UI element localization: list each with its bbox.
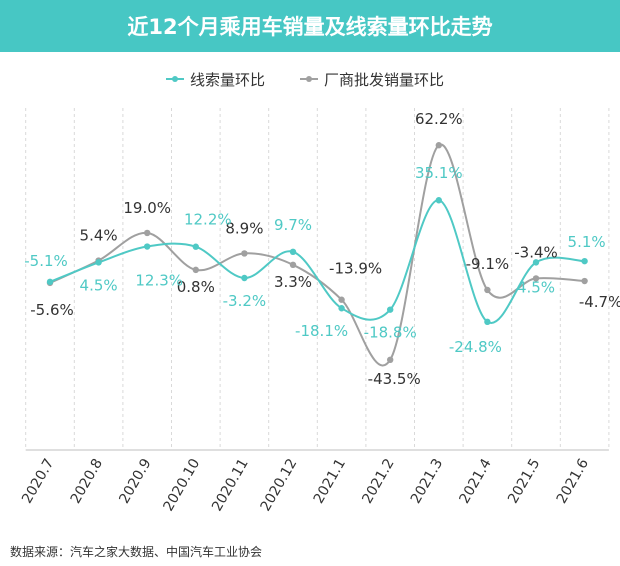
x-tick-label: 2020.10 xyxy=(160,456,203,514)
chart-title: 近12个月乘用车销量及线索量环比走势 xyxy=(0,0,620,52)
grid-lines xyxy=(25,108,610,450)
data-point-leads xyxy=(289,248,297,256)
data-point-leads xyxy=(387,306,394,313)
legend-marker xyxy=(172,76,178,82)
data-label-leads: -18.8% xyxy=(364,324,417,342)
legend-label: 线索量环比 xyxy=(190,71,265,89)
data-point-wholesale xyxy=(241,250,248,257)
data-point-leads xyxy=(95,259,102,266)
data-point-leads xyxy=(144,243,151,250)
data-point-wholesale xyxy=(192,266,199,274)
data-label-leads: -5.1% xyxy=(24,252,68,270)
data-label-leads: 35.1% xyxy=(415,164,463,182)
legend-label: 厂商批发销量环比 xyxy=(324,71,444,89)
x-tick-label: 2020.8 xyxy=(68,456,106,506)
data-point-wholesale xyxy=(484,286,491,294)
x-tick-labels: 2020.7 2020.8 2020.9 2020.10 2020.11 2020.12 2… xyxy=(19,456,592,514)
data-label-leads: 12.3% xyxy=(135,272,183,290)
data-label-leads: 9.7% xyxy=(274,216,312,234)
data-label-wholesale: -4.7% xyxy=(579,293,620,311)
data-label-leads: 4.5% xyxy=(80,276,118,294)
data-label-wholesale: 0.8% xyxy=(177,278,215,296)
x-tick-label: 2021.3 xyxy=(408,456,446,506)
data-point-wholesale xyxy=(532,275,540,282)
data-point-wholesale xyxy=(338,296,345,303)
data-source-note: 数据来源：汽车之家大数据、中国汽车工业协会 xyxy=(10,545,263,559)
x-tick-label: 2021.4 xyxy=(457,456,495,507)
line-chart: 线索量环比 厂商批发销量环比 -5.6% 5.4% 19.0% 0.8% 8.9% 3.3%… xyxy=(19,71,620,514)
data-label-wholesale: 3.3% xyxy=(274,273,312,291)
data-point-leads xyxy=(338,305,345,312)
data-point-leads xyxy=(192,243,199,250)
data-point-wholesale xyxy=(387,356,394,364)
data-point-wholesale xyxy=(435,142,442,149)
data-label-leads: -24.8% xyxy=(449,338,502,356)
legend-marker xyxy=(306,76,312,82)
data-points xyxy=(46,142,588,364)
data-label-leads: -18.1% xyxy=(295,322,348,340)
data-point-leads xyxy=(484,318,491,326)
data-label-wholesale: -43.5% xyxy=(368,370,421,388)
x-tick-label: 2020.7 xyxy=(19,456,57,506)
data-point-wholesale xyxy=(289,261,297,269)
data-point-leads xyxy=(241,274,248,282)
x-tick-label: 2020.12 xyxy=(258,456,301,514)
x-tick-label: 2021.5 xyxy=(505,456,543,506)
data-label-wholesale: -5.6% xyxy=(30,301,74,319)
data-label-wholesale: 62.2% xyxy=(415,110,463,128)
data-label-wholesale: -13.9% xyxy=(329,260,382,278)
x-tick-label: 2020.11 xyxy=(209,456,252,514)
data-label-wholesale: -9.1% xyxy=(466,255,510,273)
data-label-wholesale: 8.9% xyxy=(225,219,263,237)
data-point-leads xyxy=(46,278,54,286)
legend: 线索量环比 厂商批发销量环比 xyxy=(166,71,444,89)
x-tick-label: 2021.2 xyxy=(359,456,397,506)
data-point-leads xyxy=(532,259,540,266)
x-tick-label: 2021.6 xyxy=(554,456,592,507)
data-label-leads: 4.5% xyxy=(517,278,555,296)
x-tick-label: 2020.9 xyxy=(116,456,154,506)
data-label-leads: -3.2% xyxy=(223,292,267,310)
data-point-leads xyxy=(435,197,442,204)
data-point-wholesale xyxy=(144,229,151,237)
x-tick-label: 2021.1 xyxy=(311,456,349,506)
data-label-wholesale: 19.0% xyxy=(123,199,171,217)
data-label-wholesale: -3.4% xyxy=(514,243,558,261)
data-label-leads: 12.2% xyxy=(184,211,232,229)
data-point-leads xyxy=(581,257,588,265)
data-label-leads: 5.1% xyxy=(568,233,606,251)
data-label-wholesale: 5.4% xyxy=(80,227,118,245)
data-point-wholesale xyxy=(581,277,588,285)
data-labels: -5.6% 5.4% 19.0% 0.8% 8.9% 3.3% -13.9% -43.5% 62… xyxy=(24,110,620,388)
